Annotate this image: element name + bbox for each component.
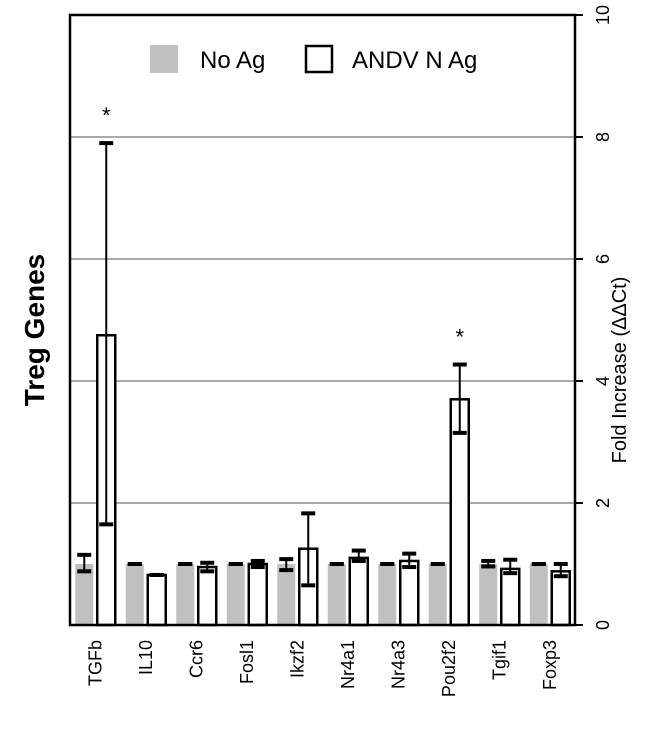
error-bars [77,141,568,588]
x-label-nr4a3: Nr4a3 [388,640,408,689]
bar-no-ag-ikzf2 [277,564,296,625]
side-title: Treg Genes [19,254,50,407]
y-tick-label-2: 2 [593,498,613,508]
x-label-nr4a1: Nr4a1 [338,640,358,689]
bar-no-ag-tgif1 [479,564,498,625]
bar-no-ag-nr4a1 [327,564,346,625]
x-label-tgif1: Tgif1 [489,640,509,680]
y-axis-ticks: 0 2 4 6 8 10 [575,5,613,630]
y-tick-label-8: 8 [593,132,613,142]
legend-swatch-no-ag [150,45,178,73]
bar-no-ag-pou2f2 [428,564,447,625]
plot-frame [68,13,577,627]
significance-star-tgfb: * [102,103,111,128]
x-label-fosl1: Fosl1 [237,640,257,684]
y-axis-title: Fold Increase (ΔΔCt) [609,277,631,464]
x-label-tgfb: TGFb [85,640,105,686]
bar-no-ag-fosl1 [226,564,245,625]
bar-andv-n-ag-nr4a1 [348,556,369,627]
x-label-il10: IL10 [136,640,156,675]
bar-no-ag-nr4a3 [378,564,397,625]
bars [75,334,571,627]
bar-andv-n-ag-ccr6 [197,565,218,627]
bar-andv-n-ag-fosl1 [247,562,268,627]
x-label-ikzf2: Ikzf2 [287,640,307,678]
y-tick-label-6: 6 [593,254,613,264]
bar-no-ag-foxp3 [529,564,548,625]
y-tick-label-4: 4 [593,376,613,386]
legend: No Ag ANDV N Ag [150,44,477,74]
x-axis-labels: TGFb IL10 Ccr6 Fosl1 Ikzf2 Nr4a1 Nr4a3 Pou2f2 Tg… [85,640,560,697]
significance-star-pou2f2: * [455,325,464,350]
bar-andv-n-ag-foxp3 [550,570,571,627]
bar-andv-n-ag-tgif1 [500,567,521,627]
legend-label-andv-n-ag: ANDV N Ag [352,47,477,74]
annotations: ** [102,103,465,349]
bar-no-ag-tgfb [75,564,94,625]
y-tick-label-10: 10 [593,5,613,25]
bar-no-ag-il10 [125,564,144,625]
y-tick-label-0: 0 [593,620,613,630]
legend-swatch-andv-n-ag [304,44,334,74]
bar-andv-n-ag-nr4a3 [399,559,420,627]
legend-label-no-ag: No Ag [200,47,265,74]
x-label-pou2f2: Pou2f2 [439,640,459,697]
gridlines [70,136,575,504]
x-label-foxp3: Foxp3 [540,640,560,690]
x-label-ccr6: Ccr6 [186,640,206,678]
bar-no-ag-ccr6 [176,564,195,625]
bar-andv-n-ag-il10 [146,573,167,627]
